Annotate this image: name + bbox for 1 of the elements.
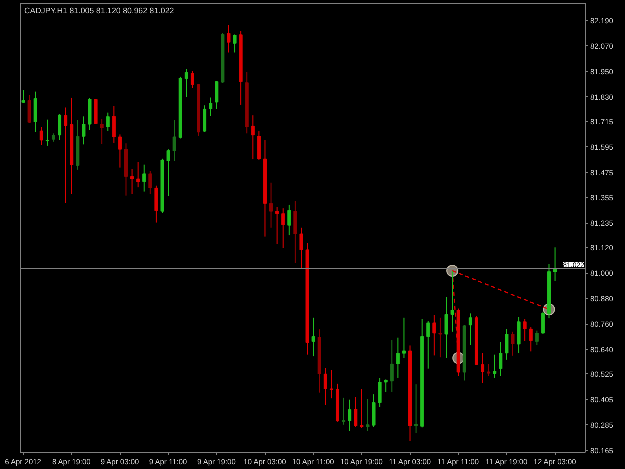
chart-title: CADJPY,H1 81.005 81.120 80.962 81.022 xyxy=(24,6,175,16)
